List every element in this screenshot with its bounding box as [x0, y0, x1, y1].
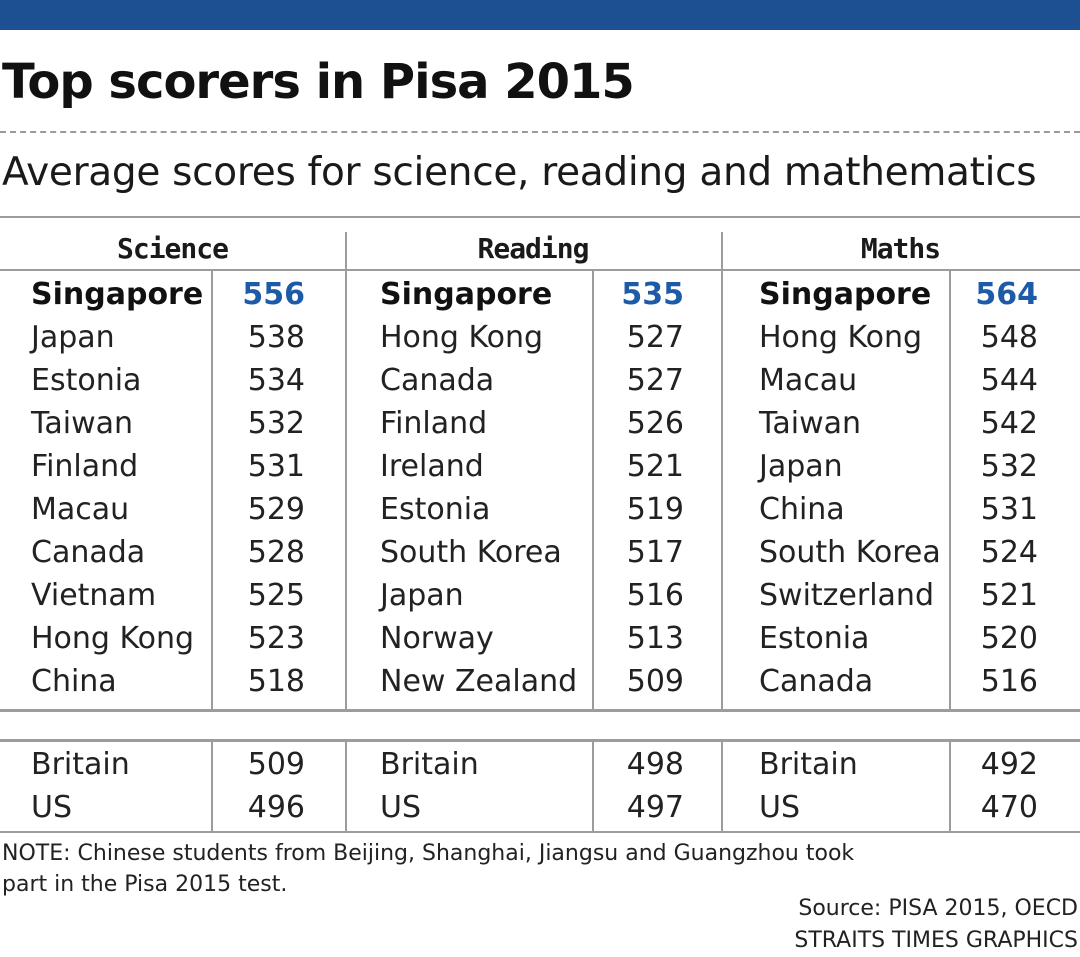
- score-value: 532: [980, 449, 1038, 484]
- score-value: 516: [626, 578, 684, 613]
- country-name: Estonia: [759, 621, 870, 656]
- country-name: Canada: [31, 535, 146, 570]
- country-name: Canada: [759, 664, 874, 699]
- score-value: 532: [247, 406, 305, 441]
- column-divider: [721, 232, 723, 710]
- country-name: Ireland: [380, 449, 484, 484]
- country-name: Macau: [759, 363, 858, 398]
- footnote: NOTE: Chinese students from Beijing, Sha…: [2, 841, 855, 897]
- country-name: Japan: [380, 578, 464, 613]
- table-top-rule: [0, 216, 1080, 218]
- score-divider: [592, 741, 594, 831]
- column-divider: [345, 232, 347, 710]
- score-value: 516: [980, 664, 1038, 699]
- score-value: 470: [980, 790, 1038, 825]
- country-name: Britain: [759, 747, 858, 782]
- country-name: Hong Kong: [31, 621, 195, 656]
- country-name: New Zealand: [380, 664, 578, 699]
- score-value: 531: [247, 449, 305, 484]
- country-name: Finland: [380, 406, 488, 441]
- score-value: 527: [626, 363, 684, 398]
- score-value: 529: [247, 492, 305, 527]
- country-name: Britain: [380, 747, 479, 782]
- score-value: 521: [980, 578, 1038, 613]
- country-name: Vietnam: [31, 578, 157, 613]
- score-value: 538: [247, 320, 305, 355]
- score-value: 544: [980, 363, 1038, 398]
- score-value: 509: [247, 747, 305, 782]
- country-name: Estonia: [31, 363, 142, 398]
- score-value: 513: [626, 621, 684, 656]
- score-value: 520: [980, 621, 1038, 656]
- score-value: 542: [980, 406, 1038, 441]
- country-name: South Korea: [380, 535, 562, 570]
- score-value: 564: [975, 277, 1038, 312]
- score-value: 523: [247, 621, 305, 656]
- country-name: Britain: [31, 747, 130, 782]
- country-name: China: [31, 664, 117, 699]
- comparison-top-rule: [0, 739, 1080, 742]
- score-value: 492: [980, 747, 1038, 782]
- score-value: 496: [247, 790, 305, 825]
- column-header-reading: Reading: [477, 232, 589, 265]
- header-rule: [0, 269, 1080, 271]
- country-name: Macau: [31, 492, 130, 527]
- country-name: Estonia: [380, 492, 491, 527]
- country-name: US: [380, 790, 422, 825]
- score-value: 526: [626, 406, 684, 441]
- country-name: Singapore: [380, 277, 553, 312]
- score-value: 556: [242, 277, 305, 312]
- score-divider: [211, 741, 213, 831]
- source-line: Source: PISA 2015, OECD: [798, 896, 1078, 921]
- country-name: US: [759, 790, 801, 825]
- country-name: Norway: [380, 621, 494, 656]
- score-divider: [949, 271, 951, 710]
- country-name: Singapore: [31, 277, 204, 312]
- score-value: 519: [626, 492, 684, 527]
- column-header-science: Science: [116, 232, 229, 265]
- score-value: 498: [626, 747, 684, 782]
- score-divider: [211, 271, 213, 710]
- score-value: 517: [626, 535, 684, 570]
- score-value: 527: [626, 320, 684, 355]
- country-name: Japan: [759, 449, 843, 484]
- column-divider: [721, 741, 723, 831]
- score-value: 525: [247, 578, 305, 613]
- country-name: Singapore: [759, 277, 932, 312]
- score-value: 534: [247, 363, 305, 398]
- title-divider: [0, 131, 1080, 133]
- score-value: 528: [247, 535, 305, 570]
- score-value: 524: [980, 535, 1038, 570]
- score-value: 497: [626, 790, 684, 825]
- chart-subtitle: Average scores for science, reading and …: [2, 150, 1037, 195]
- country-name: China: [759, 492, 845, 527]
- country-name: South Korea: [759, 535, 941, 570]
- country-name: US: [31, 790, 73, 825]
- table-bottom-rule: [0, 831, 1080, 833]
- country-name: Japan: [31, 320, 115, 355]
- score-value: 535: [621, 277, 684, 312]
- country-name: Hong Kong: [380, 320, 544, 355]
- header-color-bar: [0, 0, 1080, 30]
- ranking-end-rule: [0, 709, 1080, 712]
- chart-title: Top scorers in Pisa 2015: [2, 54, 635, 110]
- score-value: 548: [980, 320, 1038, 355]
- score-divider: [949, 741, 951, 831]
- country-name: Hong Kong: [759, 320, 923, 355]
- column-header-maths: Maths: [860, 232, 941, 265]
- country-name: Taiwan: [31, 406, 134, 441]
- score-value: 509: [626, 664, 684, 699]
- country-name: Switzerland: [759, 578, 934, 613]
- credit-line: STRAITS TIMES GRAPHICS: [794, 928, 1078, 953]
- country-name: Finland: [31, 449, 139, 484]
- score-divider: [592, 271, 594, 710]
- source-credit: Source: PISA 2015, OECD STRAITS TIMES GR…: [794, 893, 1078, 957]
- column-divider: [345, 741, 347, 831]
- country-name: Taiwan: [759, 406, 862, 441]
- score-value: 518: [247, 664, 305, 699]
- score-value: 521: [626, 449, 684, 484]
- score-value: 531: [980, 492, 1038, 527]
- country-name: Canada: [380, 363, 495, 398]
